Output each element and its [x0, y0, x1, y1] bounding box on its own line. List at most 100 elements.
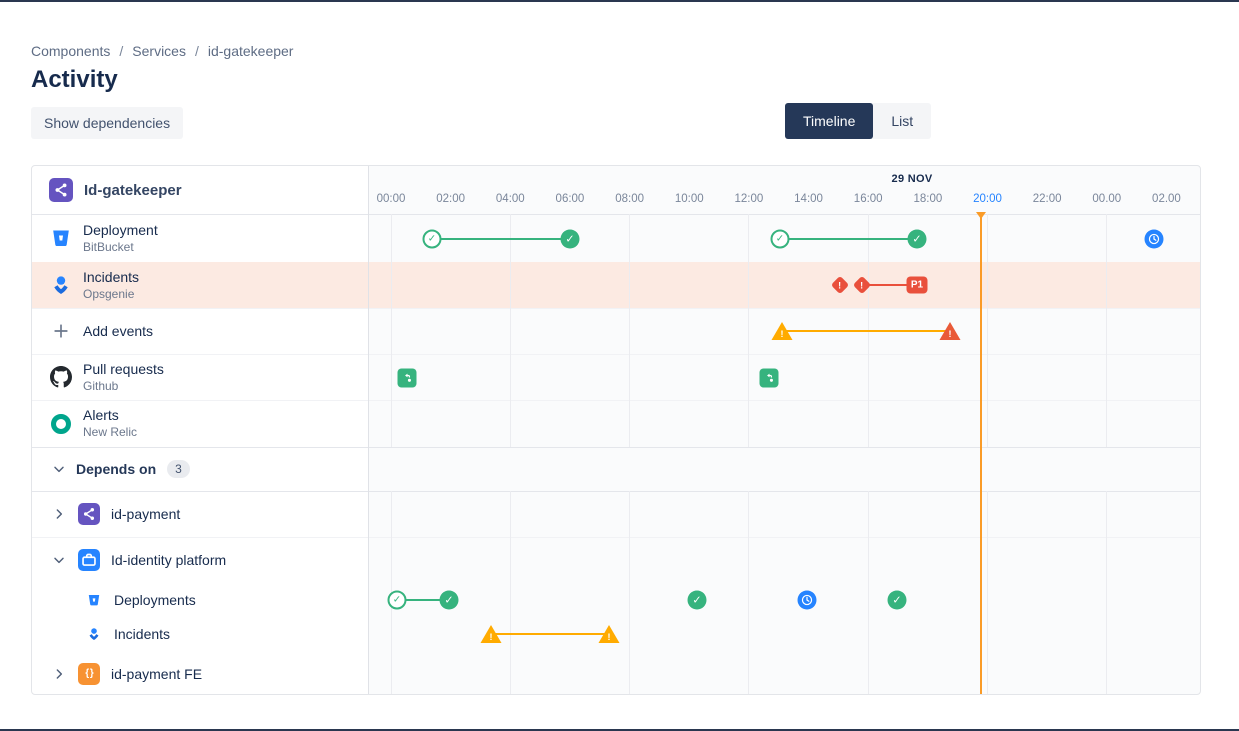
row-title: Pull requests	[83, 360, 164, 377]
depends-on-count-badge: 3	[167, 460, 190, 478]
breadcrumb-separator: /	[194, 43, 199, 59]
gridline	[1106, 491, 1108, 694]
window-bottom-edge	[0, 729, 1239, 731]
row-identity-incidents[interactable]: Incidents	[32, 617, 368, 651]
event-check-outline-icon[interactable]	[770, 229, 790, 249]
gridline	[390, 214, 392, 447]
dependency-id-payment[interactable]: id-payment	[32, 491, 368, 537]
row-title: Incidents	[83, 268, 140, 285]
breadcrumb: Components / Services / id-gatekeeper	[31, 43, 293, 59]
event-connector	[491, 633, 609, 635]
timeline-plot: 29 NOV 00:00 02:00 04:00 06:00 08:00 10:00 12:…	[368, 166, 1200, 694]
breadcrumb-current[interactable]: id-gatekeeper	[207, 43, 294, 59]
page-title: Activity	[31, 66, 118, 93]
time-tick: 22:00	[1032, 193, 1062, 205]
row-subtitle: New Relic	[83, 425, 138, 440]
show-dependencies-button[interactable]: Show dependencies	[31, 107, 184, 139]
gridline	[987, 491, 988, 694]
bitbucket-icon	[86, 592, 102, 608]
row-subtitle: Github	[83, 378, 119, 393]
gridline	[629, 491, 631, 694]
row-pull-requests[interactable]: Pull requests Github	[32, 354, 368, 400]
gridline	[748, 491, 750, 694]
incidents-row-highlight	[32, 262, 1200, 308]
gridline	[509, 491, 511, 694]
gridline	[987, 214, 988, 447]
row-incidents[interactable]: Incidents Opsgenie	[32, 262, 368, 308]
time-tick: 12:00	[734, 193, 764, 205]
row-subtitle: BitBucket	[83, 239, 134, 254]
code-braces-icon	[78, 662, 100, 685]
row-title: Deployments	[114, 592, 196, 608]
time-tick: 20:00	[973, 193, 1002, 205]
time-tick: 10:00	[674, 193, 704, 205]
opsgenie-icon	[86, 626, 102, 642]
event-check-outline-icon[interactable]	[387, 590, 407, 610]
row-divider	[32, 400, 1200, 401]
event-connector	[780, 238, 917, 240]
depends-on-section[interactable]: Depends on 3	[32, 447, 368, 491]
event-check-filled-icon[interactable]	[439, 590, 459, 610]
row-add-events[interactable]: Add events	[32, 308, 368, 354]
component-name: Id-gatekeeper	[84, 181, 182, 199]
row-title: Incidents	[114, 626, 171, 642]
platform-icon	[78, 549, 100, 571]
chevron-right-icon[interactable]	[51, 666, 67, 682]
depends-on-label: Depends on	[76, 461, 157, 477]
time-tick: 00:00	[376, 193, 406, 205]
breadcrumb-separator: /	[119, 43, 124, 59]
row-deployment[interactable]: Deployment BitBucket	[32, 214, 368, 262]
breadcrumb-services[interactable]: Services	[132, 43, 186, 59]
row-identity-deployments[interactable]: Deployments	[32, 583, 368, 617]
tab-timeline[interactable]: Timeline	[785, 103, 874, 139]
event-check-filled-icon[interactable]	[560, 229, 580, 249]
gridline	[867, 491, 869, 694]
window-top-edge	[0, 0, 1239, 2]
time-tick: 08:00	[615, 193, 644, 205]
gridline	[509, 214, 511, 447]
section-divider	[32, 447, 1200, 448]
event-check-outline-icon[interactable]	[422, 229, 442, 249]
date-label: 29 NOV	[891, 173, 933, 185]
dependency-name: Id-identity platform	[111, 552, 227, 568]
chevron-right-icon[interactable]	[51, 506, 67, 522]
row-title: Alerts	[83, 407, 119, 424]
view-toggle: Timeline List	[785, 103, 932, 139]
event-connector	[432, 238, 570, 240]
time-tick: 06:00	[555, 193, 585, 205]
event-pull-request-icon[interactable]	[759, 368, 779, 388]
chevron-down-icon[interactable]	[51, 552, 67, 568]
service-icon	[49, 178, 73, 202]
time-tick: 18:00	[913, 193, 943, 205]
row-title: Add events	[83, 322, 154, 339]
opsgenie-icon	[49, 273, 73, 297]
plus-icon	[49, 319, 73, 343]
event-check-filled-icon[interactable]	[907, 229, 927, 249]
time-tick: 14:00	[794, 193, 823, 205]
time-tick: 02:00	[436, 193, 466, 205]
dependency-name: id-payment	[111, 506, 181, 522]
time-tick: 16:00	[853, 193, 883, 205]
service-icon	[78, 503, 100, 525]
dependency-identity-platform[interactable]: Id-identity platform	[32, 537, 368, 583]
row-alerts[interactable]: Alerts New Relic	[32, 400, 368, 447]
event-pull-request-icon[interactable]	[397, 368, 417, 388]
gridline	[748, 214, 750, 447]
event-check-filled-icon[interactable]	[887, 590, 907, 610]
current-time-indicator	[976, 212, 986, 694]
header-divider	[32, 214, 1200, 215]
event-check-filled-icon[interactable]	[687, 590, 707, 610]
event-incident-icon[interactable]	[830, 275, 850, 295]
breadcrumb-components[interactable]: Components	[31, 43, 111, 59]
event-p1-badge-icon[interactable]: P1	[906, 276, 928, 294]
event-clock-icon[interactable]	[1144, 229, 1164, 249]
chevron-down-icon[interactable]	[51, 461, 67, 477]
dependency-id-payment-fe[interactable]: id-payment FE	[32, 651, 368, 694]
github-icon	[49, 365, 73, 389]
activity-timeline-card: 29 NOV 00:00 02:00 04:00 06:00 08:00 10:00 12:…	[31, 165, 1201, 695]
row-subtitle: Opsgenie	[83, 286, 135, 301]
tab-list[interactable]: List	[873, 103, 931, 139]
event-connector	[862, 284, 917, 286]
component-header[interactable]: Id-gatekeeper	[32, 166, 368, 214]
event-clock-icon[interactable]	[797, 590, 817, 610]
